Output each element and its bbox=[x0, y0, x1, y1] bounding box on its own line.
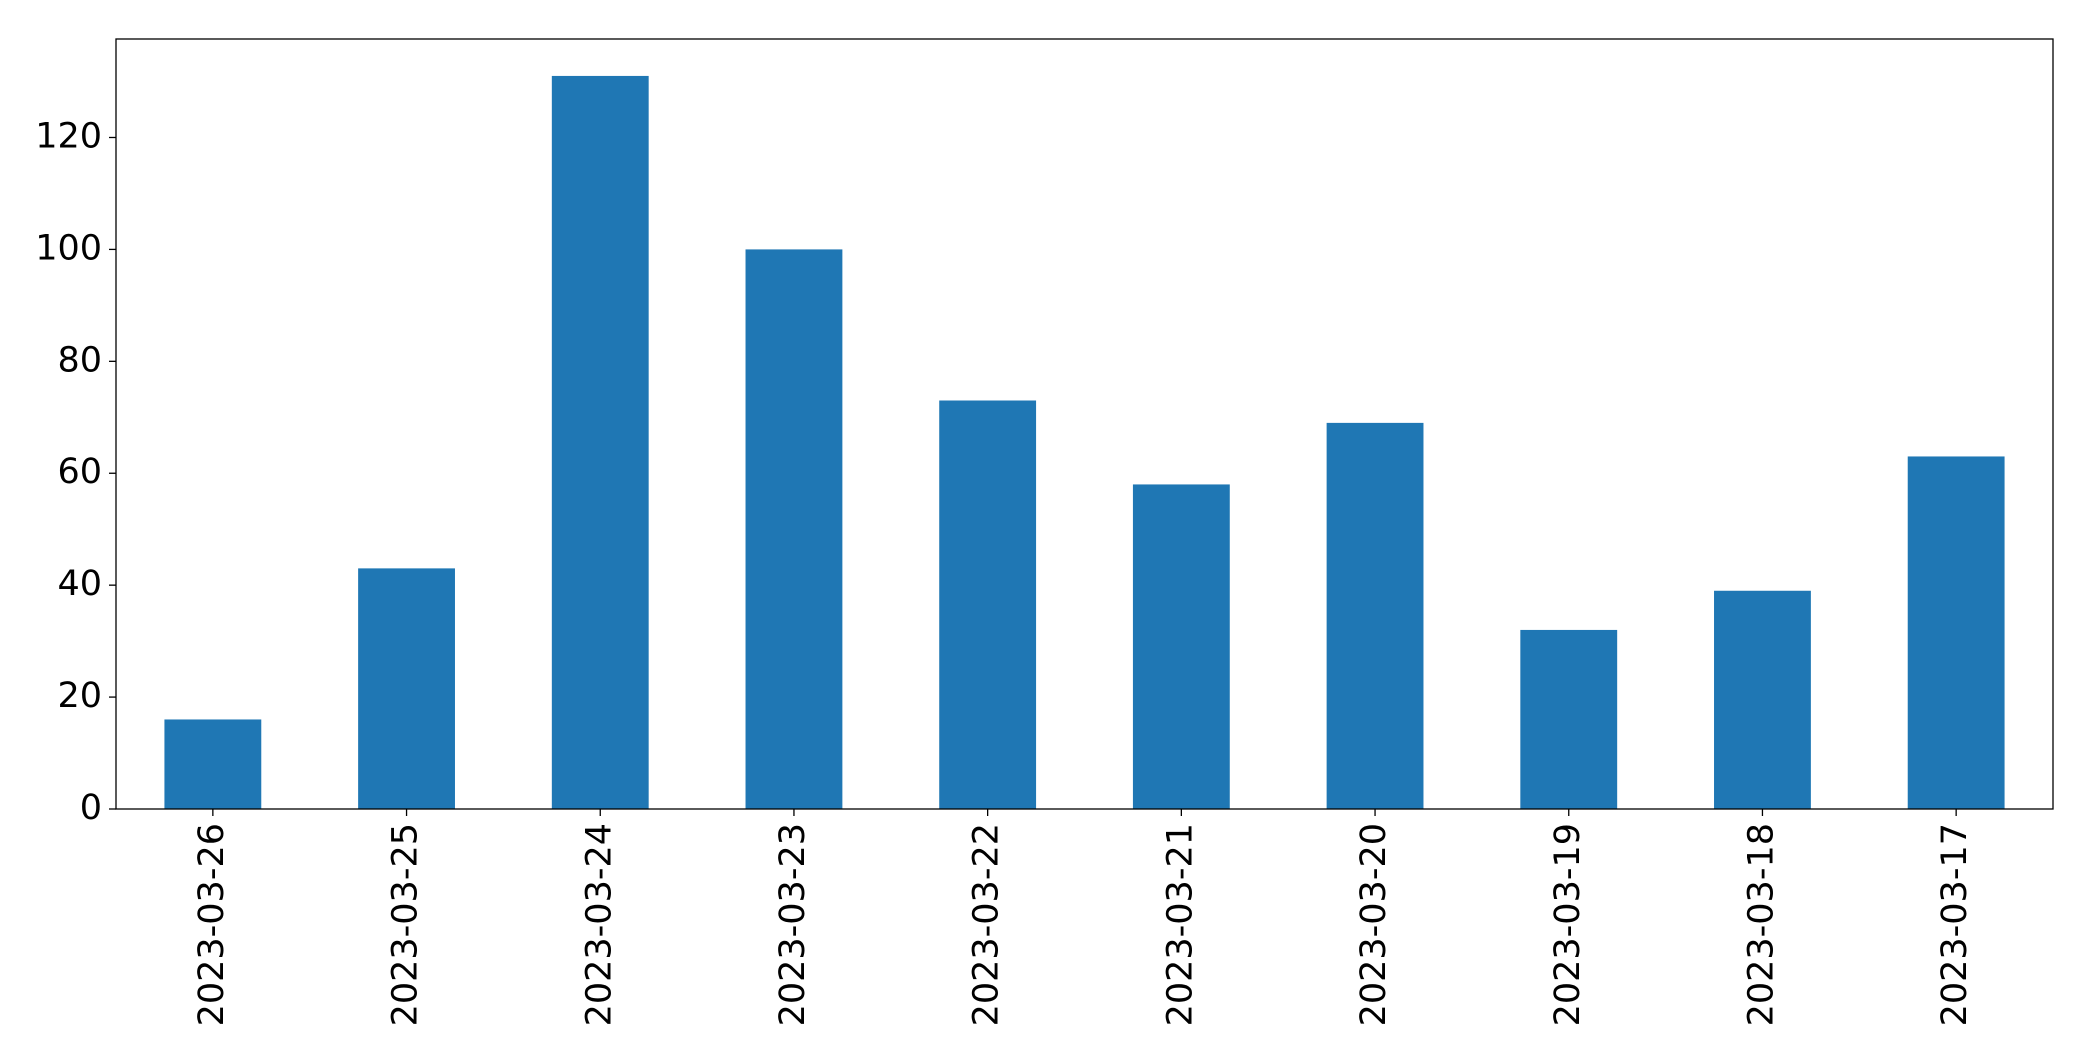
y-tick-label: 60 bbox=[57, 452, 102, 492]
y-tick-label: 20 bbox=[57, 676, 102, 716]
x-tick-label: 2023-03-17 bbox=[1935, 823, 1975, 1026]
bar bbox=[1520, 629, 1618, 809]
y-tick-label: 0 bbox=[80, 788, 102, 828]
bar bbox=[1326, 422, 1424, 809]
x-tick-label: 2023-03-24 bbox=[579, 823, 619, 1026]
bar bbox=[745, 249, 843, 809]
y-tick-label: 80 bbox=[57, 340, 102, 380]
bar bbox=[551, 75, 649, 810]
plot-frame bbox=[115, 38, 2054, 810]
x-tick-label: 2023-03-21 bbox=[1160, 823, 1200, 1026]
y-tick-label: 120 bbox=[35, 116, 102, 156]
x-tick-label: 2023-03-23 bbox=[773, 823, 813, 1026]
bar bbox=[164, 719, 262, 809]
x-tick-label: 2023-03-20 bbox=[1354, 823, 1394, 1026]
x-tick-label: 2023-03-26 bbox=[192, 823, 232, 1026]
x-tick-label: 2023-03-18 bbox=[1741, 823, 1781, 1026]
bar bbox=[939, 400, 1037, 809]
x-tick-label: 2023-03-22 bbox=[967, 823, 1007, 1026]
x-tick-label: 2023-03-25 bbox=[386, 823, 426, 1026]
y-tick-label: 100 bbox=[35, 228, 102, 268]
x-tick-label: 2023-03-19 bbox=[1548, 823, 1588, 1026]
bar bbox=[1714, 590, 1811, 809]
bar bbox=[358, 568, 455, 809]
bar bbox=[1907, 456, 2005, 809]
bar bbox=[1132, 484, 1230, 809]
y-tick-label: 40 bbox=[57, 564, 102, 604]
